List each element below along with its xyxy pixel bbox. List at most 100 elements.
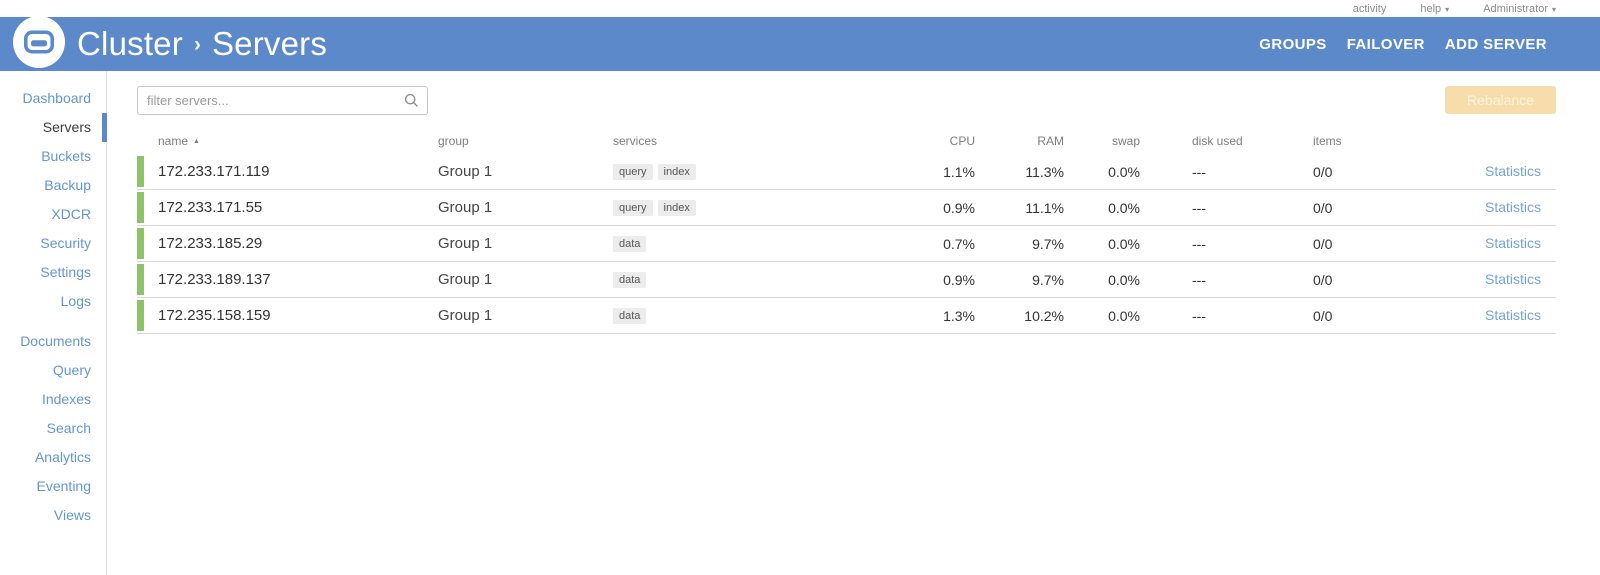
column-header-ram: RAM xyxy=(1037,133,1064,148)
sidebar-item-backup[interactable]: Backup xyxy=(44,177,91,193)
statistics-link[interactable]: Statistics xyxy=(1484,234,1541,251)
swap-value: 0.0% xyxy=(1108,271,1140,288)
ram-value: 9.7% xyxy=(1032,235,1064,252)
sidebar-item-buckets[interactable]: Buckets xyxy=(41,148,91,164)
sidebar-item-eventing[interactable]: Eventing xyxy=(36,478,91,494)
column-header-name-label: name xyxy=(158,133,189,148)
help-menu-label: help xyxy=(1420,2,1442,15)
breadcrumb: Cluster › Servers xyxy=(77,25,327,63)
sidebar-group-data: Documents Query Indexes Search Analytics… xyxy=(0,327,106,530)
user-menu[interactable]: Administrator ▾ xyxy=(1483,3,1556,15)
sidebar-item-indexes[interactable]: Indexes xyxy=(41,391,91,407)
main-panel: Rebalance name ▲ group services CPU RAM s… xyxy=(107,71,1600,575)
sidebar-item-views[interactable]: Views xyxy=(53,507,91,523)
user-menu-label: Administrator xyxy=(1483,2,1548,15)
service-badge-data: data xyxy=(613,235,647,252)
table-row: 172.233.171.119 Group 1 query index 1.1%… xyxy=(137,154,1556,190)
service-badge-data: data xyxy=(613,307,647,324)
sidebar-item-documents[interactable]: Documents xyxy=(20,333,91,349)
service-badges: data xyxy=(613,235,903,252)
service-badges: data xyxy=(613,271,903,288)
health-status-bar xyxy=(137,192,144,223)
swap-value: 0.0% xyxy=(1108,235,1140,252)
chevron-down-icon: ▾ xyxy=(1551,4,1556,14)
items-value: 0/0 xyxy=(1313,163,1333,180)
column-header-group: group xyxy=(438,133,469,148)
health-status-bar xyxy=(137,156,144,187)
health-status-bar xyxy=(137,228,144,259)
sort-asc-icon: ▲ xyxy=(193,137,200,145)
items-value: 0/0 xyxy=(1313,235,1333,252)
server-name[interactable]: 172.233.171.119 xyxy=(158,163,270,180)
couch-glyph xyxy=(24,30,54,54)
sidebar-item-logs[interactable]: Logs xyxy=(60,293,91,309)
ram-value: 9.7% xyxy=(1032,271,1064,288)
service-badges: data xyxy=(613,307,903,324)
disk-used-value: --- xyxy=(1192,307,1206,324)
statistics-link[interactable]: Statistics xyxy=(1484,306,1541,323)
active-indicator xyxy=(102,113,107,142)
sidebar-item-label: Servers xyxy=(42,119,91,135)
disk-used-value: --- xyxy=(1192,199,1206,216)
server-name[interactable]: 172.235.158.159 xyxy=(158,307,271,324)
server-group: Group 1 xyxy=(438,163,493,180)
disk-used-value: --- xyxy=(1192,271,1206,288)
statistics-link[interactable]: Statistics xyxy=(1484,162,1541,179)
column-header-name[interactable]: name ▲ xyxy=(137,134,438,148)
filter-servers-input[interactable] xyxy=(137,86,428,115)
ram-value: 11.3% xyxy=(1025,163,1064,180)
server-group: Group 1 xyxy=(438,235,493,252)
column-header-services: services xyxy=(613,133,658,148)
add-server-button[interactable]: ADD SERVER xyxy=(1444,35,1547,53)
sidebar-item-dashboard[interactable]: Dashboard xyxy=(22,90,92,106)
column-header-items: items xyxy=(1313,133,1342,148)
disk-used-value: --- xyxy=(1192,163,1206,180)
ram-value: 11.1% xyxy=(1025,199,1064,216)
sidebar-item-analytics[interactable]: Analytics xyxy=(34,449,91,465)
service-badge-index: index xyxy=(657,199,696,216)
help-menu[interactable]: help ▾ xyxy=(1420,3,1449,15)
sidebar-item-servers[interactable]: Servers xyxy=(0,113,107,142)
rebalance-button[interactable]: Rebalance xyxy=(1445,86,1556,114)
items-value: 0/0 xyxy=(1313,199,1333,216)
disk-used-value: --- xyxy=(1192,235,1206,252)
service-badge-index: index xyxy=(657,163,696,180)
sidebar-item-search[interactable]: Search xyxy=(46,420,91,436)
statistics-link[interactable]: Statistics xyxy=(1484,198,1541,215)
service-badge-data: data xyxy=(613,271,647,288)
breadcrumb-separator-icon: › xyxy=(193,33,201,56)
sidebar-item-settings[interactable]: Settings xyxy=(40,264,91,280)
search-icon xyxy=(404,93,418,107)
utility-bar: activity help ▾ Administrator ▾ xyxy=(0,0,1600,17)
table-row: 172.233.185.29 Group 1 data 0.7% 9.7% 0.… xyxy=(137,226,1556,262)
cpu-value: 1.1% xyxy=(943,163,975,180)
groups-button[interactable]: GROUPS xyxy=(1259,35,1327,53)
servers-toolbar: Rebalance xyxy=(137,86,1556,115)
content-area: Dashboard Servers Buckets Backup XDCR Se… xyxy=(0,71,1600,575)
swap-value: 0.0% xyxy=(1108,199,1140,216)
sidebar-group-cluster: Dashboard Servers Buckets Backup XDCR Se… xyxy=(0,84,107,316)
sidebar-item-xdcr[interactable]: XDCR xyxy=(51,206,91,222)
server-name[interactable]: 172.233.189.137 xyxy=(158,271,271,288)
filter-field-wrap xyxy=(137,86,428,115)
sidebar-item-security[interactable]: Security xyxy=(40,235,91,251)
table-row: 172.233.171.55 Group 1 query index 0.9% … xyxy=(137,190,1556,226)
items-value: 0/0 xyxy=(1313,271,1333,288)
server-group: Group 1 xyxy=(438,271,493,288)
server-group: Group 1 xyxy=(438,307,493,324)
activity-link[interactable]: activity xyxy=(1352,2,1387,15)
service-badge-query: query xyxy=(613,199,653,216)
sidebar-item-query[interactable]: Query xyxy=(52,362,91,378)
server-name[interactable]: 172.233.171.55 xyxy=(158,199,263,216)
column-header-cpu: CPU xyxy=(949,133,975,148)
sidebar: Dashboard Servers Buckets Backup XDCR Se… xyxy=(0,71,107,575)
health-status-bar xyxy=(137,300,144,331)
server-name[interactable]: 172.233.185.29 xyxy=(158,235,263,252)
items-value: 0/0 xyxy=(1313,307,1333,324)
failover-button[interactable]: FAILOVER xyxy=(1346,35,1425,53)
breadcrumb-cluster: Cluster xyxy=(77,25,183,62)
statistics-link[interactable]: Statistics xyxy=(1484,270,1541,287)
service-badges: query index xyxy=(613,163,903,180)
health-status-bar xyxy=(137,264,144,295)
swap-value: 0.0% xyxy=(1108,307,1140,324)
